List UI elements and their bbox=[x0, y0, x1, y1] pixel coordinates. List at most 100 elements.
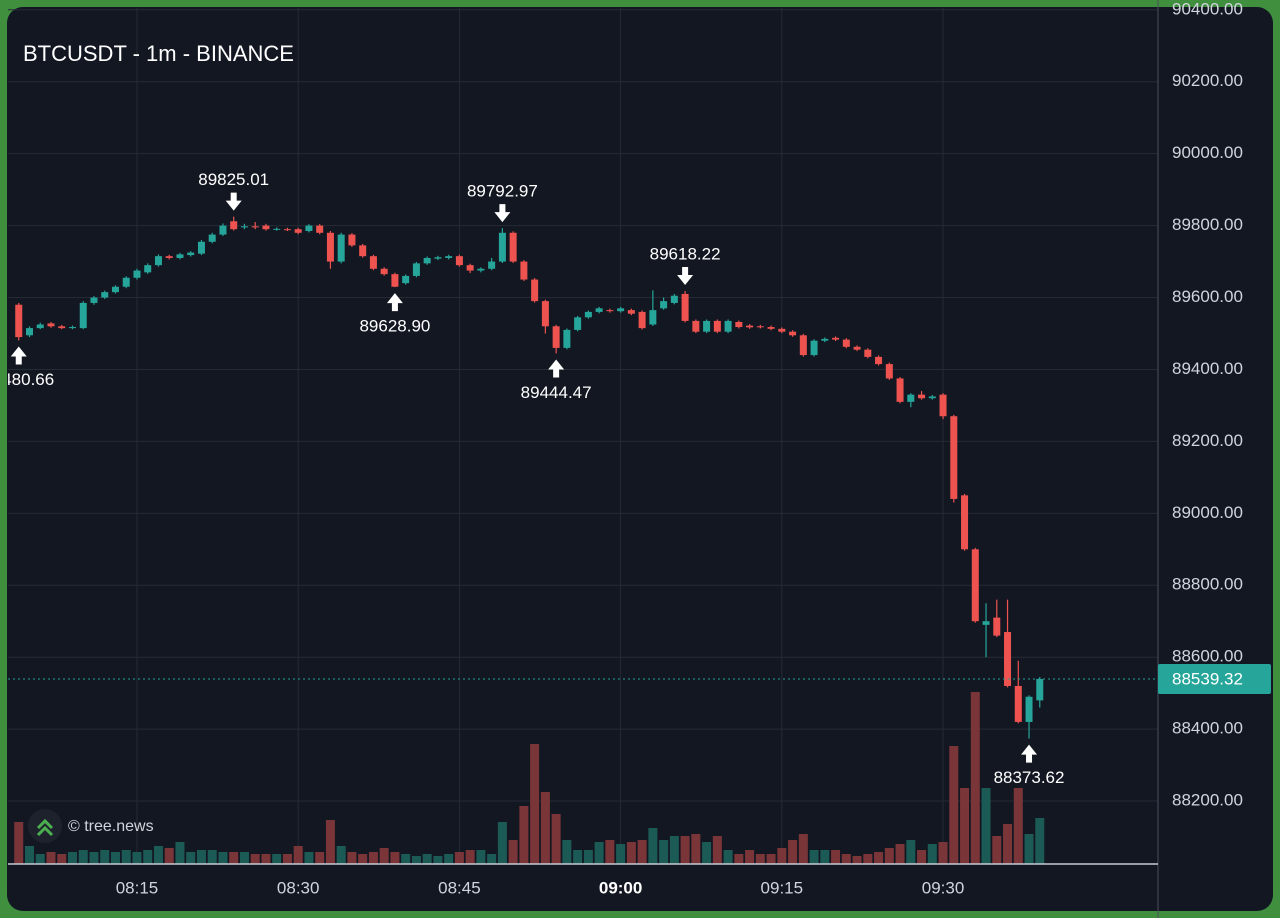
x-tick-label: 08:15 bbox=[116, 878, 159, 897]
candle-body bbox=[348, 234, 356, 246]
candle-body bbox=[1025, 696, 1033, 722]
candle-body bbox=[36, 324, 44, 329]
volume-bar bbox=[863, 854, 873, 864]
volume-bar bbox=[207, 850, 217, 864]
volume-bar bbox=[78, 850, 88, 864]
y-tick-label: 90200.00 bbox=[1172, 71, 1243, 90]
volume-bar bbox=[100, 850, 110, 864]
candle-body bbox=[79, 302, 87, 329]
volume-bar bbox=[164, 848, 174, 864]
candle-body bbox=[595, 308, 603, 312]
volume-bar bbox=[218, 852, 228, 864]
marker-arrow bbox=[677, 266, 694, 285]
volume-bar bbox=[57, 854, 67, 864]
y-tick-label: 89400.00 bbox=[1172, 359, 1243, 378]
volume-bar bbox=[927, 844, 937, 864]
marker-arrow bbox=[1021, 744, 1038, 763]
candle-body bbox=[412, 263, 420, 276]
x-tick-label: 09:15 bbox=[761, 878, 804, 897]
candle-body bbox=[208, 234, 216, 242]
candle-body bbox=[842, 339, 850, 347]
volume-bar bbox=[884, 848, 894, 864]
last-price-label: 88539.32 bbox=[1172, 670, 1243, 689]
candle-body bbox=[789, 331, 797, 336]
candle-body bbox=[251, 226, 259, 228]
candle-body bbox=[283, 229, 291, 231]
volume-bar bbox=[89, 852, 99, 864]
x-tick-label: 08:45 bbox=[438, 878, 481, 897]
y-tick-label: 88600.00 bbox=[1172, 647, 1243, 666]
candle-body bbox=[584, 311, 592, 318]
candle-body bbox=[627, 310, 635, 314]
candle-body bbox=[703, 320, 711, 332]
candle-body bbox=[498, 232, 506, 262]
candle-body bbox=[294, 229, 302, 233]
candle-body bbox=[875, 356, 883, 365]
candle-body bbox=[692, 320, 700, 332]
candle-body bbox=[219, 225, 227, 235]
volume-bar bbox=[272, 854, 282, 864]
candle-body bbox=[1004, 632, 1012, 686]
volume-bar bbox=[917, 850, 927, 864]
volume-bar bbox=[626, 842, 636, 864]
y-tick-label: 88400.00 bbox=[1172, 719, 1243, 738]
volume-bar bbox=[616, 844, 626, 864]
volume-bar bbox=[594, 842, 604, 864]
candle-body bbox=[724, 320, 732, 332]
candle-body bbox=[434, 257, 442, 259]
candle-body bbox=[617, 308, 625, 312]
candle-body bbox=[305, 225, 313, 231]
volume-bar bbox=[992, 836, 1002, 864]
candle-body bbox=[477, 268, 485, 271]
candle-body bbox=[735, 321, 743, 328]
volume-bar bbox=[841, 854, 851, 864]
candle-body bbox=[821, 338, 829, 341]
candle-body bbox=[337, 234, 345, 262]
volume-bar bbox=[734, 854, 744, 864]
candle-body bbox=[713, 320, 721, 332]
volume-bar bbox=[487, 854, 497, 864]
candle-body bbox=[649, 310, 657, 325]
volume-bar bbox=[949, 746, 959, 864]
marker-label: 89480.66 bbox=[0, 370, 54, 389]
volume-bar bbox=[293, 846, 303, 864]
volume-bar bbox=[175, 842, 185, 864]
candle-body bbox=[326, 232, 334, 262]
candle-body bbox=[133, 270, 141, 278]
candle-body bbox=[455, 256, 463, 266]
candle-body bbox=[767, 327, 775, 329]
volume-bar bbox=[304, 852, 314, 864]
volume-bar bbox=[282, 854, 292, 864]
marker-arrow bbox=[548, 359, 565, 378]
candle-body bbox=[939, 394, 947, 417]
volume-bar bbox=[379, 848, 389, 864]
volume-bar bbox=[551, 814, 561, 864]
volume-bar bbox=[745, 850, 755, 864]
volume-bar bbox=[444, 854, 454, 864]
candle-body bbox=[445, 256, 453, 258]
volume-bar bbox=[422, 854, 432, 864]
marker-label: 89792.97 bbox=[467, 182, 538, 201]
y-tick-label: 88800.00 bbox=[1172, 575, 1243, 594]
volume-bar bbox=[680, 836, 690, 864]
volume-bar bbox=[229, 852, 239, 864]
volume-bar bbox=[143, 850, 153, 864]
volume-bar bbox=[895, 844, 905, 864]
volume-bar bbox=[153, 846, 163, 864]
candle-body bbox=[1036, 679, 1044, 701]
candle-body bbox=[488, 261, 496, 269]
y-tick-label: 89200.00 bbox=[1172, 431, 1243, 450]
volume-bar bbox=[540, 792, 550, 864]
volume-bar bbox=[938, 842, 948, 864]
candle-body bbox=[122, 277, 130, 287]
candle-body bbox=[896, 378, 904, 402]
volume-bar bbox=[465, 850, 475, 864]
panel bbox=[7, 7, 1273, 911]
volume-bar bbox=[508, 840, 518, 864]
volume-bar bbox=[960, 788, 970, 864]
x-tick-label: 09:00 bbox=[599, 878, 642, 897]
candle-body bbox=[638, 311, 646, 329]
candle-body bbox=[15, 304, 23, 338]
volume-bar bbox=[454, 852, 464, 864]
candle-body bbox=[240, 226, 248, 228]
